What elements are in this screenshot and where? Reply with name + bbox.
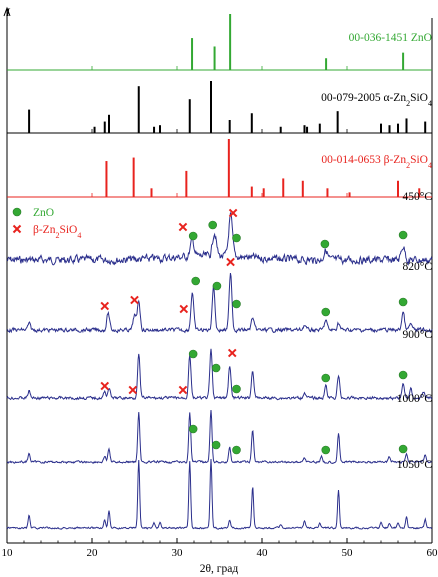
marker-stroke xyxy=(100,301,110,311)
xrd-trace: 1000°C xyxy=(6,393,433,465)
zno-marker xyxy=(188,349,198,359)
marker-stroke xyxy=(228,208,238,218)
beta-zn2sio4-marker xyxy=(100,301,110,311)
marker-stroke xyxy=(178,222,188,232)
label-text: SiO xyxy=(410,154,428,166)
zno-marker xyxy=(211,363,221,373)
beta-zn2sio4-marker xyxy=(128,385,138,395)
x-axis-label: 2θ, град xyxy=(200,563,239,575)
zno-marker xyxy=(232,233,241,243)
x-tick-label: 40 xyxy=(257,547,269,559)
zno-marker xyxy=(208,220,217,230)
zno-marker xyxy=(232,445,241,455)
temperature-label: 1050°C xyxy=(397,459,433,471)
temperature-label: 900°C xyxy=(402,329,432,341)
beta-zn2sio4-marker xyxy=(178,222,188,232)
reference-label: 00-036-1451 ZnO xyxy=(349,32,432,44)
marker-stroke xyxy=(178,385,188,395)
label-text: SiO xyxy=(59,224,77,236)
y-axis-label: I xyxy=(5,7,11,19)
label-subscript: 2 xyxy=(55,231,59,240)
label-text: β-Zn xyxy=(33,224,56,236)
marker-stroke xyxy=(179,304,189,314)
reference-label: 00-014-0653 β-Zn2SiO4 xyxy=(321,154,432,170)
label-subscript: 2 xyxy=(406,161,410,170)
xrd-line xyxy=(6,410,433,465)
xrd-traces: 450°C 820°C 900°C 1000°C 1050°C xyxy=(6,191,433,530)
x-tick-label: 20 xyxy=(87,547,99,559)
xrd-line xyxy=(6,458,433,530)
zno-marker xyxy=(188,424,198,434)
beta-zn2sio4-marker xyxy=(130,295,139,305)
reference-pattern: 00-036-1451 ZnO xyxy=(7,14,432,71)
temperature-label: 820°C xyxy=(402,261,432,273)
label-subscript: 4 xyxy=(428,99,432,108)
zno-marker xyxy=(211,440,221,450)
x-tick-label: 30 xyxy=(172,547,184,559)
temperature-label: 450°C xyxy=(402,191,432,203)
x-tick-label: 10 xyxy=(2,547,14,559)
label-text: 00-036-1451 ZnO xyxy=(349,32,432,44)
beta-zn2sio4-marker xyxy=(226,257,235,267)
zno-marker xyxy=(321,307,331,317)
xrd-trace: 820°C xyxy=(6,261,433,334)
zno-marker xyxy=(398,370,408,380)
label-text: 00-079-2005 α-Zn xyxy=(321,92,406,104)
legend-zno-label: ZnO xyxy=(33,207,54,219)
zno-marker xyxy=(321,373,331,383)
y-axis-arrow xyxy=(3,6,11,17)
xrd-trace: 450°C xyxy=(6,191,433,266)
beta-zn2sio4-marker xyxy=(100,381,110,391)
xrd-trace: 900°C xyxy=(6,329,433,401)
legend-beta-symbol xyxy=(12,224,22,234)
zno-marker xyxy=(398,444,408,454)
legend-zno-symbol xyxy=(12,207,22,217)
marker-stroke xyxy=(226,257,235,267)
xrd-trace: 1050°C xyxy=(6,458,433,530)
label-subscript: 4 xyxy=(428,161,432,170)
zno-marker xyxy=(320,239,330,249)
plot-frame xyxy=(3,6,433,544)
zno-marker xyxy=(398,230,408,240)
reference-pattern: 00-079-2005 α-Zn2SiO4 xyxy=(7,81,432,134)
zno-marker xyxy=(232,384,241,394)
label-subscript: 2 xyxy=(406,99,410,108)
label-text: 00-014-0653 β-Zn xyxy=(321,154,406,166)
xrd-line xyxy=(6,272,433,334)
reference-pattern: 00-014-0653 β-Zn2SiO4 xyxy=(7,139,432,198)
phase-markers: ZnO β-Zn2SiO4 xyxy=(12,207,408,455)
beta-zn2sio4-marker xyxy=(228,208,238,218)
zno-marker xyxy=(188,231,198,241)
label-text: ZnO xyxy=(33,207,54,219)
label-subscript: 4 xyxy=(77,231,81,240)
marker-stroke xyxy=(128,385,138,395)
beta-zn2sio4-marker xyxy=(227,348,237,358)
marker-stroke xyxy=(227,348,237,358)
axes: 10 20 30 40 50 60 xyxy=(2,538,438,559)
legend-beta-label: β-Zn2SiO4 xyxy=(33,224,81,240)
xrd-line xyxy=(6,348,433,401)
marker-stroke xyxy=(100,381,110,391)
temperature-label: 1000°C xyxy=(397,393,433,405)
zno-marker xyxy=(212,281,222,291)
reference-label: 00-079-2005 α-Zn2SiO4 xyxy=(321,92,432,108)
beta-zn2sio4-marker xyxy=(179,304,189,314)
beta-zn2sio4-marker xyxy=(178,385,188,395)
legend: ZnO β-Zn2SiO4 xyxy=(12,207,81,240)
marker-stroke xyxy=(130,295,139,305)
x-tick-label: 50 xyxy=(342,547,354,559)
label-text: SiO xyxy=(410,92,428,104)
zno-marker xyxy=(191,276,200,286)
zno-marker xyxy=(232,299,241,309)
xrd-line xyxy=(6,211,433,266)
marker-stroke xyxy=(12,224,22,234)
x-tick-label: 60 xyxy=(427,547,438,559)
zno-marker xyxy=(398,297,408,307)
zno-marker xyxy=(321,445,331,455)
